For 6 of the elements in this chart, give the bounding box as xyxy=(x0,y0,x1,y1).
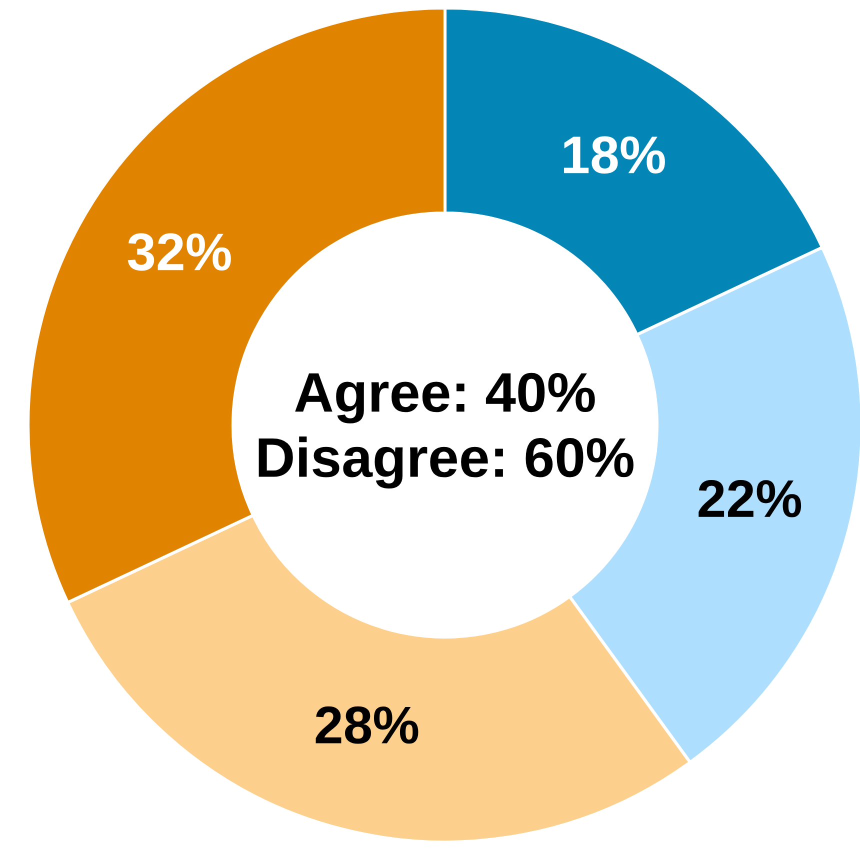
data-label: 32% xyxy=(128,233,231,271)
data-label: 18% xyxy=(564,136,665,174)
text: Disagree: 60% xyxy=(258,436,634,489)
text: Agree: 40% xyxy=(295,372,595,424)
data-label: 28% xyxy=(316,706,418,744)
data-label: 22% xyxy=(698,480,802,518)
